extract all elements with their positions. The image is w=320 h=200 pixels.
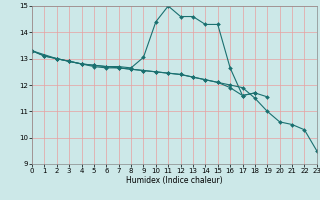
X-axis label: Humidex (Indice chaleur): Humidex (Indice chaleur) [126,176,223,185]
